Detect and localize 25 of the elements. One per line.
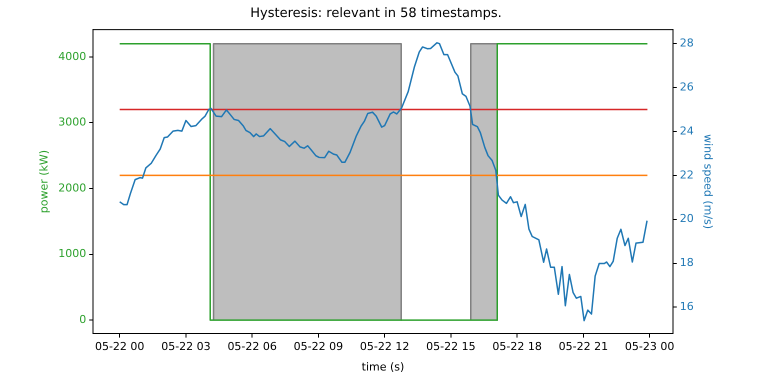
y-tick-label: 4000 [58,50,86,63]
x-tick-label: 05-22 06 [227,340,277,354]
y-tick-label: 1000 [58,247,86,260]
x-tick-label: 05-22 15 [426,340,476,354]
x-tick-label: 05-22 03 [161,340,211,354]
x-tick-label: 05-22 00 [94,340,144,354]
y-tick-label: 0 [79,312,86,326]
x-tick-label: 05-22 09 [294,340,344,354]
x-tick-label: 05-22 18 [492,340,542,354]
y2-tick-label: 18 [680,256,694,270]
y2-tick-label: 22 [680,168,694,182]
y2-tick-label: 24 [680,124,694,138]
y2-tick-label: 26 [680,80,694,94]
y-axis-title: power (kW) [37,150,50,214]
y-tick-label: 2000 [58,181,86,194]
x-tick-label: 05-22 21 [558,340,608,354]
y2-tick-label: 20 [680,212,694,226]
x-tick-label: 05-22 12 [360,340,410,354]
y2-tick-label: 16 [680,300,694,314]
chart-title: Hysteresis: relevant in 58 timestamps. [250,6,502,22]
x-axis-title: time (s) [362,360,404,374]
x-tick-label: 05-23 00 [624,340,674,354]
y2-axis-title: wind speed (m/s) [702,134,715,230]
y-tick-label: 3000 [58,116,86,129]
y2-tick-label: 28 [680,36,694,50]
